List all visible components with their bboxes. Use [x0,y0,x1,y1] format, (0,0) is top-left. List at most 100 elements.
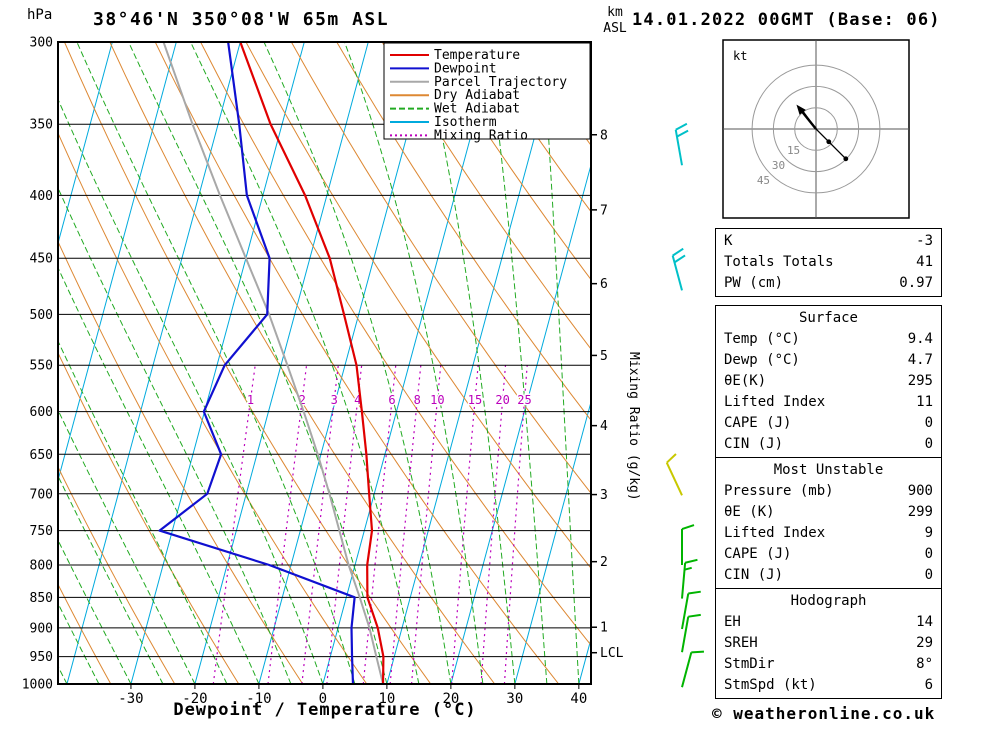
temperature-tick-label: 0 [319,691,327,707]
stat-label: CAPE (J) [724,415,792,431]
stats-panel: K -3 Totals Totals 41 PW (cm) 0.97 Surface Temp… [715,228,942,699]
hodograph-dot [843,156,849,162]
stat-row: K -3 [716,231,941,252]
stat-value: 8° [916,656,933,672]
stat-value: 299 [907,504,933,520]
stat-label: θE (K) [724,504,775,520]
wind-barb [681,558,698,599]
hodograph-ring-label: 30 [772,159,785,172]
plot-border [57,41,592,685]
height-tick-label: 8 [600,128,608,143]
stat-row: EH 14 [716,612,941,633]
station-title: 38°46'N 350°08'W 65m ASL [93,9,390,30]
dewpoint-line [158,42,356,684]
stat-value: 0 [924,436,933,452]
height-tick-label: 7 [600,203,608,218]
axis-tick-labels: 3003504004505005506006507007508008509009… [22,36,624,708]
mixing-ratio-value-label: 10 [430,393,444,407]
mixing-ratio-labels: 1 2 3 4 6 8 10 15 20 25 [245,391,533,408]
legend-label: Dewpoint [434,61,497,76]
mixing-ratio-axis-label: Mixing Ratio (g/kg) [626,352,641,501]
stat-row: SREH 29 [716,633,941,654]
height-tick-label: LCL [600,646,624,661]
stat-label: PW (cm) [724,275,784,291]
stat-label: K [724,233,733,249]
stat-value: 11 [916,394,933,410]
stat-row: CIN (J) 0 [716,434,941,455]
parcel-trajectory-line [162,42,385,684]
mixing-ratio-value-label: 6 [388,393,395,407]
stat-label: StmDir [724,656,775,672]
pressure-unit-label: hPa [27,7,53,23]
stat-label: EH [724,614,741,630]
stat-value: 0 [924,567,933,583]
temperature-tick-label: 40 [570,691,587,707]
pressure-tick-label: 900 [30,621,53,636]
pressure-tick-label: 600 [30,405,53,420]
pressure-tick-label: 300 [30,36,53,51]
stat-label: Lifted Index [724,525,826,541]
stat-row: Pressure (mb) 900 [716,481,941,502]
stat-row: Dewp (°C) 4.7 [716,350,941,371]
stat-label: StmSpd (kt) [724,677,817,693]
temperature-tick-label: 20 [442,691,459,707]
temperature-tick-label: -10 [246,691,271,707]
mixing-ratio-value-label: 15 [468,393,482,407]
stat-row: CAPE (J) 0 [716,544,941,565]
stat-label: Temp (°C) [724,331,800,347]
pressure-tick-label: 850 [30,591,53,606]
hodograph-ring-label: 45 [757,174,770,187]
pressure-tick-label: 750 [30,524,53,539]
wind-barb [681,524,695,566]
storm-motion-arrowhead [796,104,806,115]
stat-row: Lifted Index 11 [716,392,941,413]
stat-row: PW (cm) 0.97 [716,273,941,294]
height-tick-label: 3 [600,488,608,503]
height-tick-label: 6 [600,277,608,292]
stat-label: Totals Totals [724,254,834,270]
legend-label: Parcel Trajectory [434,75,567,90]
stat-value: -3 [916,233,933,249]
stat-label: Dewp (°C) [724,352,800,368]
stat-value: 900 [907,483,933,499]
hodograph-ring-label: 15 [787,144,800,157]
stat-row: Lifted Index 9 [716,523,941,544]
pressure-tick-label: 500 [30,308,53,323]
height-axis-unit-label: km ASL [594,5,636,37]
height-tick-label: 5 [600,349,608,364]
temperature-tick-label: -30 [118,691,143,707]
stat-value: 0 [924,546,933,562]
mixing-ratio-value-label: 8 [414,393,421,407]
wind-barb [674,122,689,166]
height-unit-km: km [607,5,623,20]
mixing-ratio-value-label: 2 [299,393,306,407]
wind-barb [681,650,705,688]
stat-label: CAPE (J) [724,546,792,562]
stat-row: θE (K) 299 [716,502,941,523]
stat-label: θE(K) [724,373,767,389]
wind-barb [681,613,701,653]
pressure-tick-label: 800 [30,559,53,574]
pressure-tick-label: 350 [30,118,53,133]
pressure-tick-label: 400 [30,189,53,204]
hodograph-unit-label: kt [733,49,747,63]
mixing-ratio-value-label: 4 [354,393,361,407]
wind-barb [665,453,683,496]
stat-label: Lifted Index [724,394,826,410]
pressure-tick-label: 450 [30,252,53,267]
height-unit-asl: ASL [603,21,627,36]
stat-value: 9 [924,525,933,541]
stat-value: 14 [916,614,933,630]
copyright: © weatheronline.co.uk [712,704,936,723]
legend-label: Isotherm [434,115,497,130]
height-tick-label: 1 [600,621,608,636]
stat-row: CAPE (J) 0 [716,413,941,434]
stat-row: StmDir 8° [716,654,941,675]
stat-value: 4.7 [907,352,933,368]
pressure-tick-label: 650 [30,448,53,463]
stat-label: CIN (J) [724,436,784,452]
stat-row: Totals Totals 41 [716,252,941,273]
